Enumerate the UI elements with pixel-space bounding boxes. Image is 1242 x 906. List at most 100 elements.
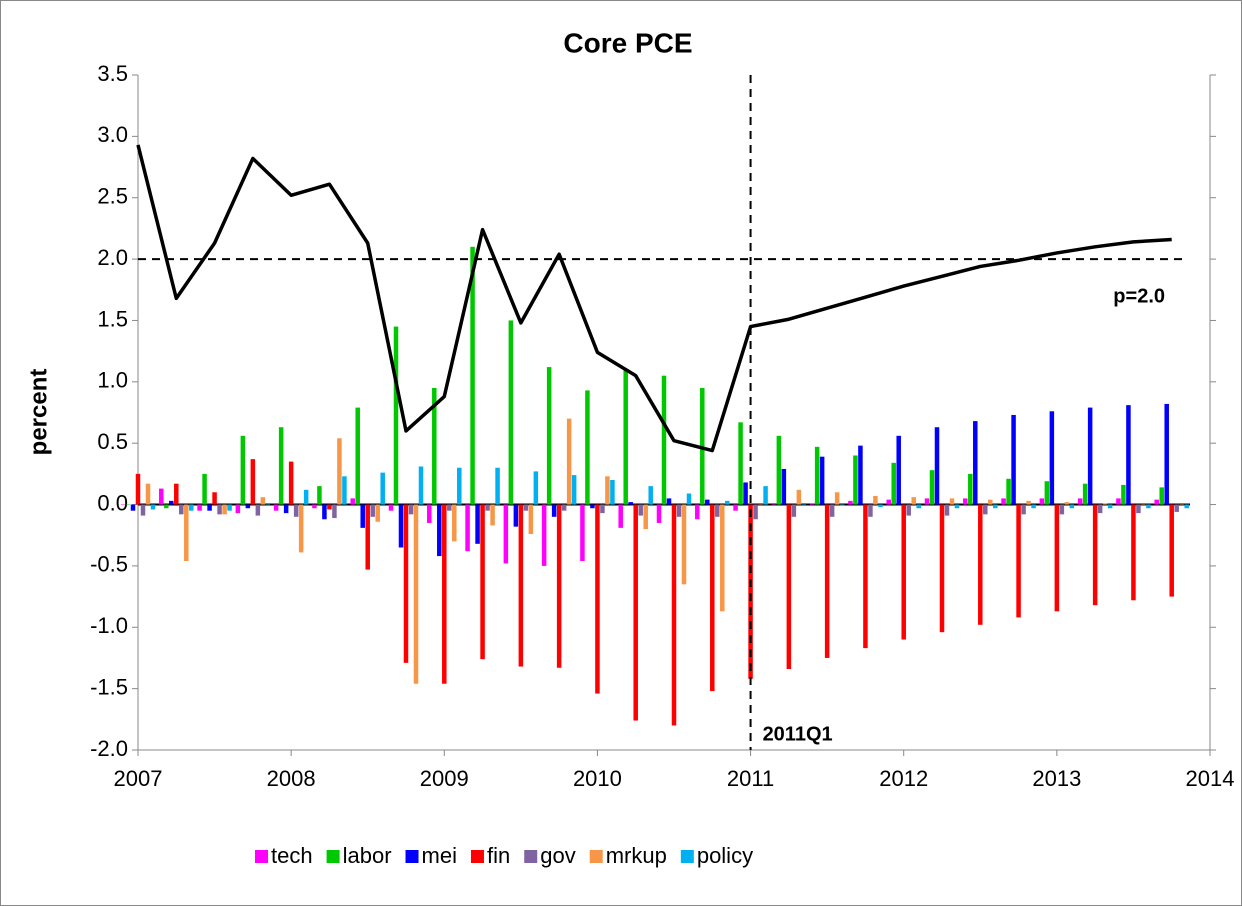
bar bbox=[235, 504, 241, 514]
bar bbox=[1082, 483, 1088, 505]
legend-swatch bbox=[589, 850, 603, 863]
bar bbox=[911, 497, 916, 505]
bar bbox=[169, 500, 174, 505]
bar bbox=[916, 504, 921, 509]
bar bbox=[528, 504, 534, 534]
bar bbox=[891, 462, 896, 505]
y-tick-label: 2.0 bbox=[97, 245, 128, 270]
bar bbox=[207, 504, 212, 511]
bar bbox=[1131, 504, 1136, 601]
bar bbox=[848, 500, 853, 505]
bar bbox=[618, 504, 623, 528]
bar bbox=[1064, 502, 1070, 505]
bar bbox=[1059, 504, 1065, 515]
bar bbox=[628, 502, 633, 505]
bar bbox=[179, 504, 184, 515]
bar bbox=[763, 486, 768, 505]
bar bbox=[120, 504, 126, 506]
bar bbox=[465, 504, 470, 552]
bar bbox=[681, 504, 687, 585]
bar bbox=[829, 504, 835, 517]
bar bbox=[452, 504, 457, 542]
y-tick-label: 0.5 bbox=[97, 429, 128, 454]
bar bbox=[1021, 504, 1026, 515]
bar bbox=[809, 503, 815, 505]
bar bbox=[661, 375, 667, 505]
bar bbox=[508, 320, 514, 505]
legend-label: fin bbox=[487, 843, 510, 868]
bar bbox=[896, 435, 901, 505]
bar bbox=[571, 475, 577, 505]
y-tick-label: 3.5 bbox=[97, 61, 128, 86]
bar bbox=[490, 504, 495, 526]
bar bbox=[360, 504, 365, 528]
bar bbox=[605, 476, 610, 505]
bar bbox=[408, 504, 414, 515]
bar bbox=[595, 504, 600, 694]
bar bbox=[656, 504, 662, 523]
bar bbox=[878, 504, 883, 507]
bar bbox=[590, 504, 595, 509]
y-tick-label: 0.0 bbox=[97, 490, 128, 515]
bar bbox=[801, 504, 807, 506]
bar bbox=[901, 504, 906, 640]
bar bbox=[322, 504, 327, 520]
bar bbox=[868, 504, 873, 517]
bar bbox=[184, 504, 189, 561]
bar bbox=[513, 504, 519, 527]
bar bbox=[1049, 411, 1055, 505]
bar bbox=[944, 504, 950, 516]
bar bbox=[983, 504, 988, 515]
bar bbox=[753, 504, 758, 520]
x-tick-label: 2010 bbox=[573, 766, 622, 791]
bar bbox=[130, 504, 136, 511]
legend-swatch bbox=[405, 850, 419, 863]
bar bbox=[758, 504, 763, 506]
bar bbox=[1077, 498, 1083, 505]
bar bbox=[1044, 481, 1050, 505]
bar bbox=[1141, 504, 1146, 506]
bar bbox=[403, 504, 409, 663]
bar bbox=[375, 504, 380, 522]
bar bbox=[250, 459, 256, 505]
bar bbox=[814, 446, 820, 505]
bar bbox=[1054, 504, 1060, 612]
bar bbox=[666, 498, 672, 505]
bar bbox=[365, 504, 370, 570]
bar bbox=[541, 504, 547, 566]
bar bbox=[355, 407, 360, 505]
bar bbox=[725, 500, 730, 505]
bar bbox=[968, 473, 973, 505]
bar bbox=[1016, 504, 1021, 618]
legend-swatch bbox=[524, 850, 538, 863]
bar bbox=[265, 504, 271, 506]
bar bbox=[1001, 498, 1006, 505]
bar bbox=[298, 504, 304, 553]
bar bbox=[715, 504, 720, 517]
y-tick-label: -1.5 bbox=[90, 674, 128, 699]
bar bbox=[1097, 504, 1103, 514]
bar bbox=[145, 483, 151, 505]
x-tick-label: 2007 bbox=[114, 766, 163, 791]
bar bbox=[1159, 487, 1164, 505]
bar bbox=[580, 504, 585, 561]
legend-swatch bbox=[255, 850, 268, 863]
bar bbox=[1026, 500, 1031, 505]
bar bbox=[858, 445, 863, 505]
reference-label: 2011Q1 bbox=[763, 723, 833, 745]
bar bbox=[342, 476, 347, 505]
bar bbox=[561, 504, 567, 511]
legend-label: labor bbox=[343, 843, 392, 868]
bar bbox=[796, 489, 802, 505]
bar bbox=[140, 504, 146, 516]
bar bbox=[886, 499, 891, 505]
chart-title: Core PCE bbox=[563, 27, 692, 58]
bar bbox=[495, 467, 500, 505]
bar bbox=[748, 504, 753, 679]
bar bbox=[1184, 504, 1189, 509]
bar bbox=[227, 504, 232, 511]
legend-label: policy bbox=[697, 843, 753, 868]
bar bbox=[786, 504, 792, 669]
